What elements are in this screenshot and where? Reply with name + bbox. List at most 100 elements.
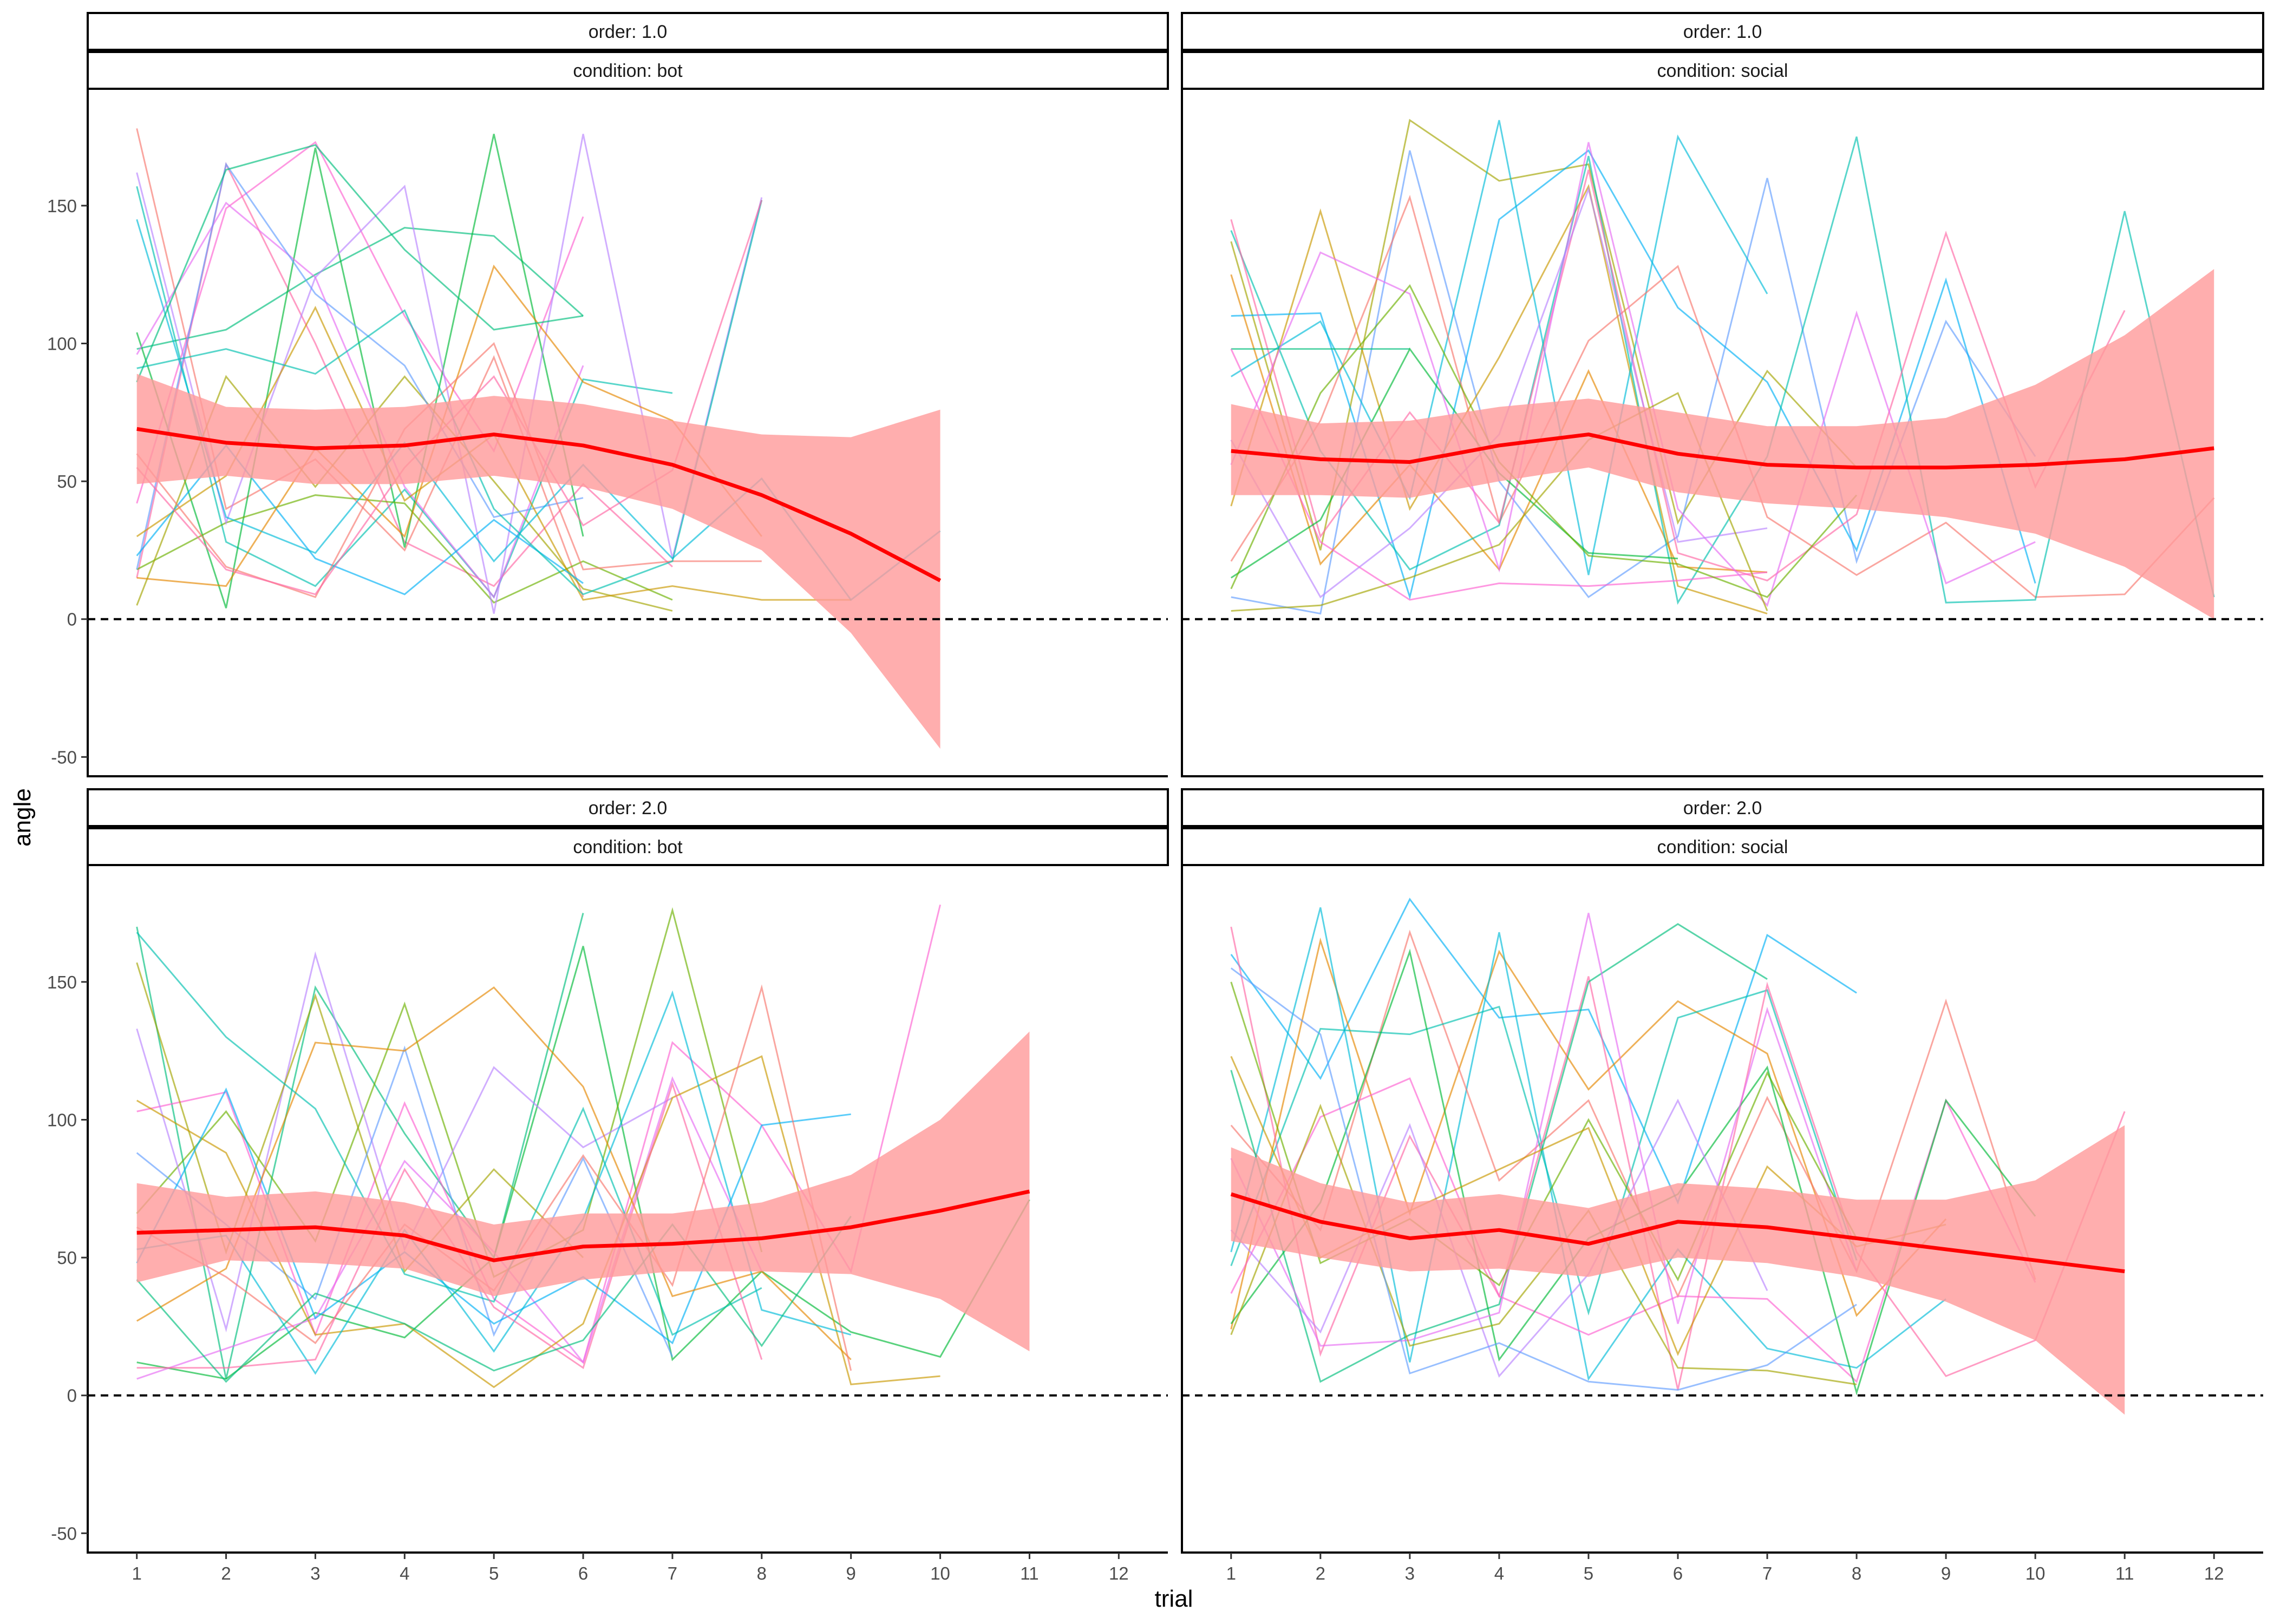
subject-line	[1230, 184, 1768, 614]
subject-line	[1230, 948, 2036, 1396]
strip-condition-box	[87, 51, 1169, 90]
subject-line	[1230, 120, 1768, 575]
y-tick-label: 100	[47, 333, 77, 353]
subject-line	[136, 1076, 763, 1380]
x-tick-label: 1	[132, 1563, 142, 1583]
x-tick-label: 6	[578, 1563, 588, 1583]
subject-line	[1230, 349, 1768, 601]
subject-line	[136, 144, 584, 383]
x-tick-label: 10	[2025, 1563, 2046, 1583]
subject-line	[136, 913, 584, 1379]
subject-line	[1230, 989, 1858, 1316]
y-tick-label: 150	[47, 972, 77, 992]
x-tick-label: 7	[1762, 1563, 1772, 1583]
subject-line	[136, 1087, 851, 1345]
x-tick-label: 3	[310, 1563, 320, 1583]
subject-line	[1230, 923, 1768, 1383]
y-tick-label: -50	[51, 747, 77, 767]
subject-line	[1230, 913, 1858, 1347]
confidence-ribbon	[136, 374, 940, 749]
strip-order-box	[87, 12, 1169, 51]
strip-condition-box	[1181, 51, 2264, 90]
subject-line	[136, 932, 762, 1336]
strip-order-label: order: 1.0	[589, 22, 668, 42]
x-axis-title: trial	[1155, 1586, 1193, 1612]
subject-lines	[1230, 898, 2126, 1396]
subject-line	[136, 946, 1030, 1380]
x-tick-label: 2	[221, 1563, 231, 1583]
subject-line	[1231, 392, 1768, 612]
smooth-line	[136, 1189, 1030, 1262]
confidence-ribbon	[1231, 1125, 2125, 1415]
y-tick-label: 150	[47, 196, 77, 216]
x-tick-label: 4	[400, 1563, 409, 1583]
x-tick-label: 3	[1405, 1563, 1415, 1583]
strip-condition-label: condition: social	[1657, 61, 1788, 81]
smooth-line	[1231, 433, 2214, 470]
strip-condition-label: condition: bot	[573, 61, 683, 81]
x-tick-label: 5	[1584, 1563, 1593, 1583]
subject-line	[136, 186, 673, 599]
strip-order-box	[87, 788, 1169, 827]
strip-order-box	[1181, 788, 2264, 827]
confidence-ribbon	[136, 1031, 1030, 1352]
strip-order-label: order: 2.0	[1683, 798, 1762, 818]
y-tick-label: 50	[57, 1248, 77, 1268]
x-tick-label: 11	[2115, 1563, 2134, 1583]
subject-line	[136, 264, 763, 587]
facet-panel: order: 1.0 condition: bot -50 0 50 100 150	[47, 12, 1169, 777]
x-tick-label: 8	[757, 1563, 767, 1583]
facet-panel: order: 1.0 condition: social	[1181, 12, 2264, 777]
x-tick-label: 6	[1673, 1563, 1683, 1583]
subject-line	[136, 904, 942, 1364]
subject-line	[136, 984, 852, 1371]
subject-line	[136, 375, 673, 612]
x-tick-label: 5	[489, 1563, 499, 1583]
strip-condition-label: condition: bot	[573, 837, 683, 857]
subject-line	[1230, 898, 1857, 1205]
subject-line	[136, 128, 584, 598]
x-tick-label: 1	[1226, 1563, 1236, 1583]
subject-line	[1230, 907, 1947, 1381]
subject-line	[136, 990, 852, 1375]
y-tick-label: 0	[67, 1386, 77, 1406]
strip-order-label: order: 2.0	[589, 798, 668, 818]
y-tick-label: 50	[57, 472, 77, 492]
subject-line	[1230, 194, 2215, 598]
x-tick-label: 2	[1316, 1563, 1325, 1583]
x-tick-label: 7	[668, 1563, 677, 1583]
subject-line	[136, 1215, 852, 1383]
subject-line	[136, 162, 584, 570]
x-tick-label: 12	[1109, 1563, 1129, 1583]
subject-lines	[136, 904, 1030, 1389]
smooth-line	[1230, 1192, 2125, 1274]
x-tick-label: 4	[1494, 1563, 1504, 1583]
smooth-line	[136, 427, 942, 582]
subject-line	[136, 907, 763, 1278]
subject-line	[1230, 967, 1857, 1391]
x-tick-label: 9	[846, 1563, 856, 1583]
y-axis-title: angle	[9, 788, 36, 847]
x-tick-label: 8	[1852, 1563, 1861, 1583]
subject-line	[1230, 284, 1858, 598]
subject-line	[136, 342, 762, 598]
x-tick-label: 12	[2204, 1563, 2224, 1583]
subject-line	[1230, 347, 1678, 579]
x-tick-label: 10	[930, 1563, 950, 1583]
y-tick-label: -50	[51, 1523, 77, 1543]
x-tick-label: 9	[1941, 1563, 1951, 1583]
x-tick-label: 11	[1020, 1563, 1038, 1583]
subject-line	[1230, 1098, 1768, 1378]
strip-condition-label: condition: social	[1657, 837, 1788, 857]
subject-line	[136, 134, 584, 608]
strip-condition-box	[87, 827, 1169, 866]
y-tick-label: 100	[47, 1110, 77, 1130]
strip-order-label: order: 1.0	[1683, 22, 1762, 42]
strip-condition-box	[1181, 827, 2264, 866]
y-tick-label: 0	[67, 610, 77, 630]
subject-line	[136, 227, 584, 350]
